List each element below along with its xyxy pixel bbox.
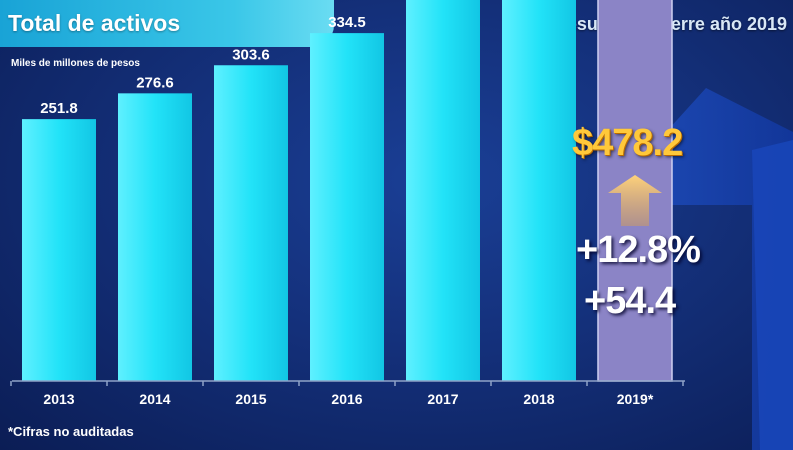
bar-2015	[214, 65, 288, 382]
x-tick-label-2019*: 2019*	[617, 391, 654, 407]
data-label-2015: 303.6	[232, 46, 270, 63]
x-tick-label-2014: 2014	[139, 391, 170, 407]
highlight-total-value: $478.2	[572, 122, 683, 164]
x-tick-label-2013: 2013	[43, 391, 74, 407]
x-tick-label-2016: 2016	[331, 391, 362, 407]
bar-2013	[22, 119, 96, 382]
x-tick-label-2018: 2018	[523, 391, 554, 407]
bar-2018	[502, 0, 576, 382]
data-label-2014: 276.6	[136, 74, 174, 91]
footnote: *Cifras no auditadas	[8, 424, 134, 439]
growth-absolute-label: +54.4	[584, 280, 676, 322]
growth-arrow-icon	[608, 175, 662, 226]
bar-2017	[406, 0, 480, 382]
x-tick-label-2017: 2017	[427, 391, 458, 407]
page-title: Total de activos	[8, 10, 181, 36]
growth-percent-label: +12.8%	[576, 229, 701, 271]
bar-2014	[118, 93, 192, 381]
title-banner: Total de activos	[0, 0, 334, 47]
data-label-2016: 334.5	[328, 14, 366, 31]
units-label: Miles de millones de pesos	[11, 58, 140, 69]
data-label-2013: 251.8	[40, 100, 78, 117]
bar-2016	[310, 33, 384, 382]
x-tick-label-2015: 2015	[235, 391, 266, 407]
